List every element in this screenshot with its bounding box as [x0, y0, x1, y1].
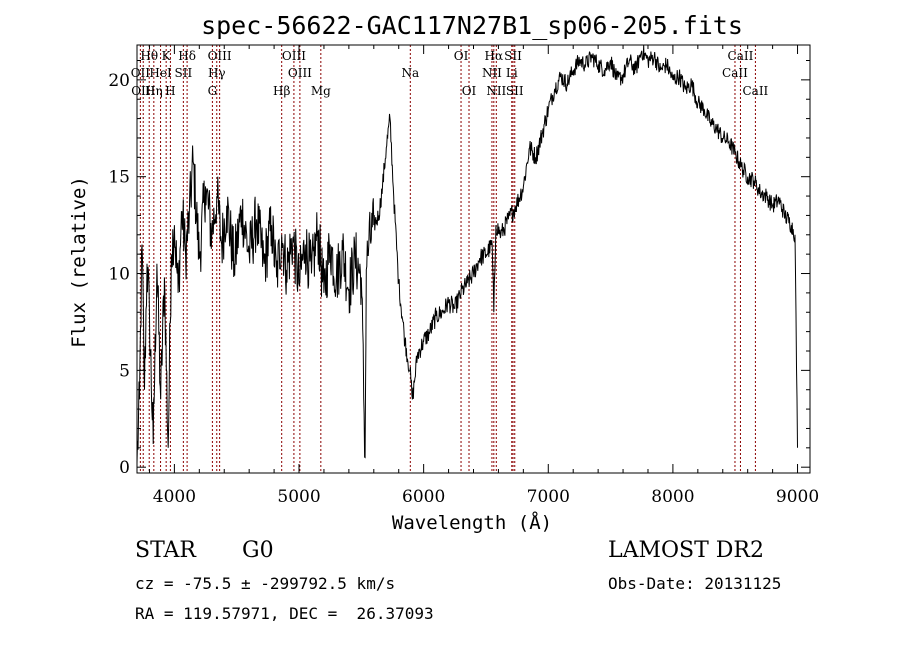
survey-name: LAMOST DR2 [608, 538, 764, 563]
object-subclass: G0 [242, 538, 274, 563]
line-label: Na [401, 66, 419, 80]
line-label: Li [506, 66, 518, 80]
line-label: Hη [145, 84, 163, 98]
spectrum-line [136, 45, 798, 464]
y-tick-label: 15 [108, 168, 130, 188]
line-label: G [208, 84, 218, 98]
line-label: Hθ [140, 49, 158, 63]
object-class: STAR [135, 538, 196, 563]
line-label: H [165, 84, 175, 98]
line-label: SII [175, 66, 193, 80]
line-label: CaII [722, 66, 748, 80]
line-label: OIII [288, 66, 312, 80]
y-axis-label: Flux (relative) [68, 176, 90, 348]
line-label: K [162, 49, 172, 63]
x-tick-label: 9000 [776, 487, 819, 507]
x-tick-label: 6000 [402, 487, 445, 507]
chart-title: spec-56622-GAC117N27B1_sp06-205.fits [201, 11, 743, 40]
y-tick-label: 20 [108, 71, 130, 91]
line-label: OII [131, 66, 151, 80]
line-label: SII [504, 49, 522, 63]
redshift-info: cz = -75.5 ± -299792.5 km/s [135, 574, 396, 593]
observation-date: Obs-Date: 20131125 [608, 574, 782, 593]
x-tick-label: 7000 [527, 487, 570, 507]
x-tick-label: 5000 [277, 487, 320, 507]
line-label: CaII [728, 49, 754, 63]
line-label: Mg [311, 84, 331, 98]
line-label: OI [462, 84, 477, 98]
x-tick-label: 4000 [153, 487, 196, 507]
line-label: Hδ [178, 49, 196, 63]
line-label: CaII [742, 84, 768, 98]
line-label: HeI [149, 66, 172, 80]
line-label: OIII [282, 49, 306, 63]
line-label: Hα [485, 49, 504, 63]
x-axis: 4000 5000 6000 7000 8000 9000 [148, 45, 819, 507]
y-axis: 0 5 10 15 20 [108, 59, 810, 478]
y-tick-label: 10 [108, 265, 130, 285]
line-label: SII [506, 84, 524, 98]
line-label: Hγ [208, 66, 226, 80]
line-label: Hβ [273, 84, 290, 98]
emission-line-markers [139, 45, 756, 473]
x-tick-label: 8000 [651, 487, 694, 507]
x-axis-label: Wavelength (Å) [392, 511, 552, 534]
y-tick-label: 5 [119, 361, 130, 381]
line-label: OI [454, 49, 469, 63]
plot-frame [136, 44, 811, 474]
line-label: NII [482, 66, 502, 80]
y-tick-label: 0 [119, 458, 130, 478]
line-label: NII [486, 84, 506, 98]
coordinates: RA = 119.57971, DEC = 26.37093 [135, 604, 434, 623]
line-label: OIII [208, 49, 232, 63]
